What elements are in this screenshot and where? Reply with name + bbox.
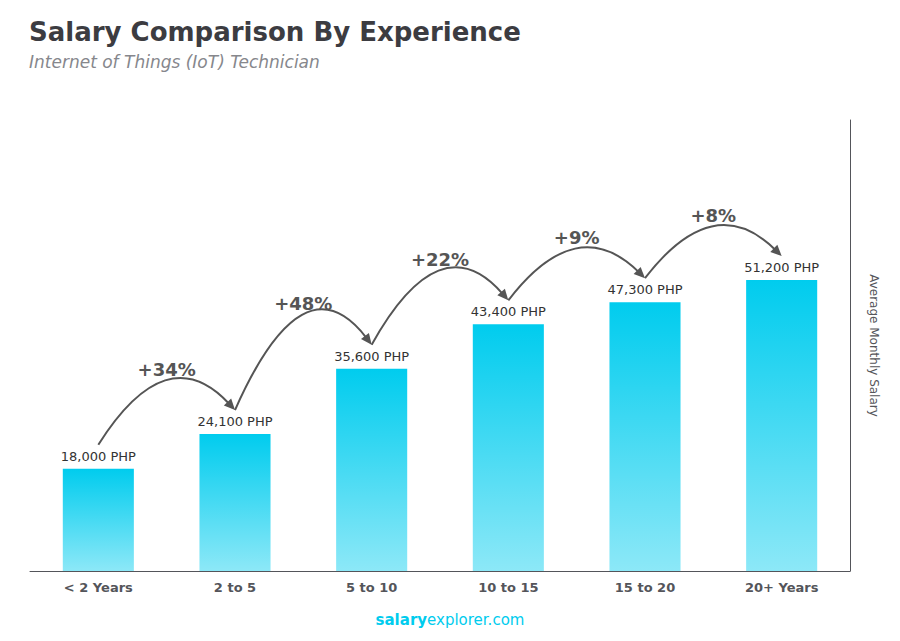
svg-text:salary: salary xyxy=(376,611,428,629)
svg-text:+9%: +9% xyxy=(554,227,600,248)
svg-text:10 to 15: 10 to 15 xyxy=(478,580,538,595)
svg-text:5 to 10: 5 to 10 xyxy=(346,580,397,595)
svg-text:+48%: +48% xyxy=(274,293,332,314)
svg-text:18,000 PHP: 18,000 PHP xyxy=(61,449,136,464)
svg-text:+8%: +8% xyxy=(691,205,737,226)
svg-text:Salary Comparison By Experienc: Salary Comparison By Experience xyxy=(29,17,521,47)
svg-text:43,400 PHP: 43,400 PHP xyxy=(471,304,546,319)
svg-text:35,600 PHP: 35,600 PHP xyxy=(334,349,409,364)
svg-text:24,100 PHP: 24,100 PHP xyxy=(197,414,272,429)
svg-text:explorer.com: explorer.com xyxy=(427,611,524,629)
svg-text:47,300 PHP: 47,300 PHP xyxy=(607,282,682,297)
svg-text:15 to 20: 15 to 20 xyxy=(615,580,675,595)
svg-text:+22%: +22% xyxy=(411,249,469,270)
svg-text:2 to 5: 2 to 5 xyxy=(214,580,256,595)
svg-text:Average Monthly Salary: Average Monthly Salary xyxy=(867,274,881,417)
svg-text:51,200 PHP: 51,200 PHP xyxy=(744,260,819,275)
svg-text:20+ Years: 20+ Years xyxy=(745,580,819,595)
svg-text:Internet of Things (IoT) Techn: Internet of Things (IoT) Technician xyxy=(29,52,320,72)
svg-text:< 2 Years: < 2 Years xyxy=(64,580,133,595)
svg-text:+34%: +34% xyxy=(138,359,196,380)
